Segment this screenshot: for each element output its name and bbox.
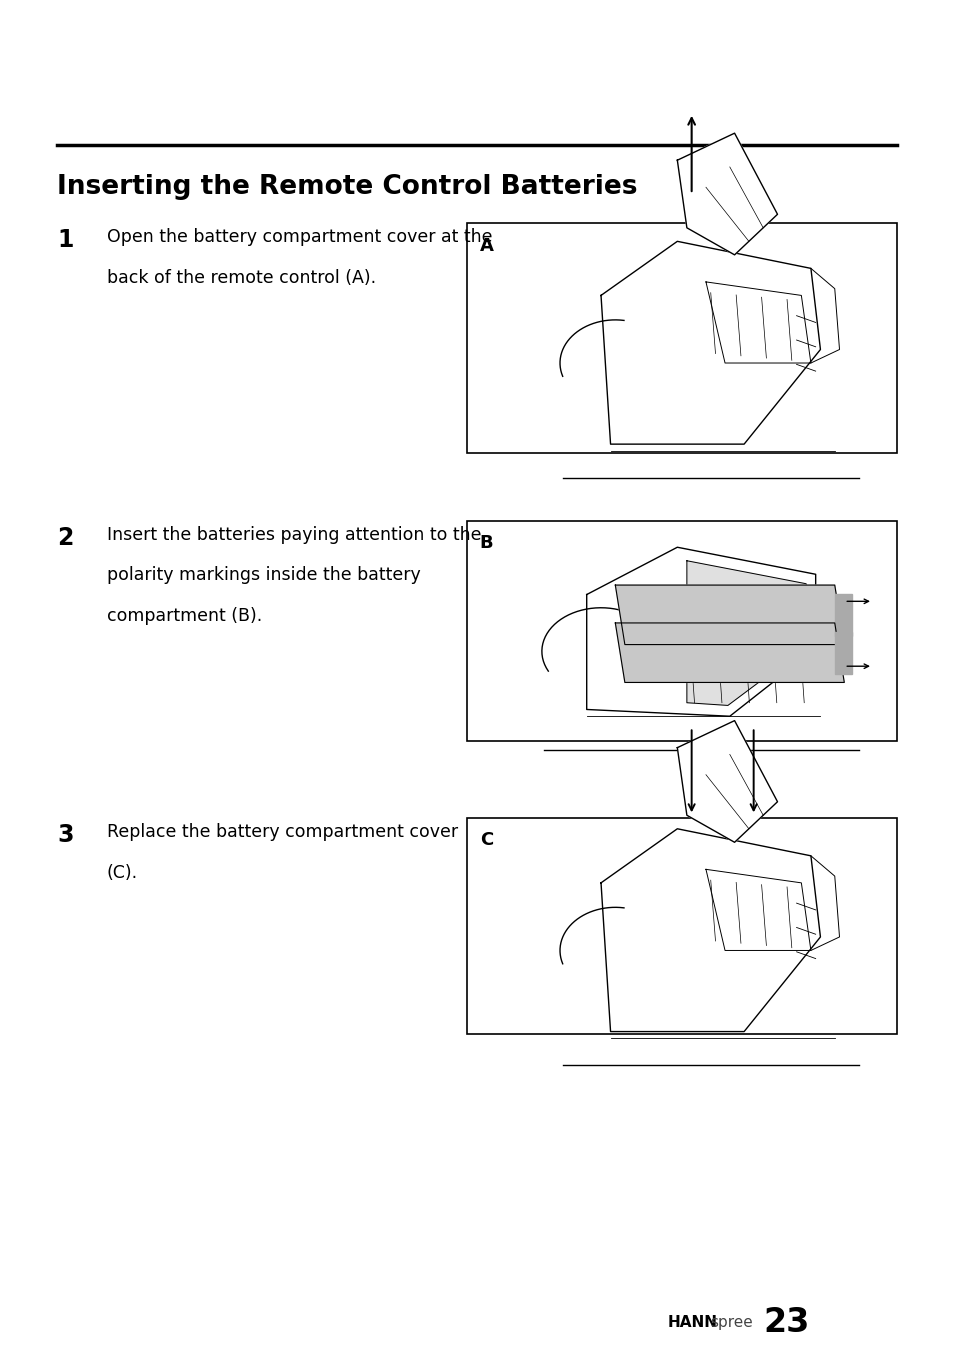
- Text: 3: 3: [57, 823, 73, 848]
- Text: Insert the batteries paying attention to the: Insert the batteries paying attention to…: [107, 526, 481, 544]
- Bar: [467, 223, 896, 453]
- Polygon shape: [834, 631, 851, 673]
- Bar: [467, 818, 896, 1034]
- Text: A: A: [479, 237, 494, 254]
- Polygon shape: [834, 594, 851, 635]
- Text: polarity markings inside the battery: polarity markings inside the battery: [107, 566, 420, 584]
- Polygon shape: [600, 829, 820, 1032]
- Text: B: B: [479, 534, 493, 552]
- Polygon shape: [686, 561, 812, 706]
- Text: 2: 2: [57, 526, 73, 550]
- Polygon shape: [600, 242, 820, 443]
- Polygon shape: [677, 134, 777, 256]
- Text: Replace the battery compartment cover: Replace the battery compartment cover: [107, 823, 457, 841]
- Text: 23: 23: [762, 1306, 809, 1338]
- Text: compartment (B).: compartment (B).: [107, 607, 262, 625]
- Bar: [467, 521, 896, 741]
- Text: spree: spree: [709, 1314, 752, 1330]
- Text: 1: 1: [57, 228, 73, 253]
- Text: C: C: [479, 831, 493, 849]
- Polygon shape: [615, 585, 843, 645]
- Text: Inserting the Remote Control Batteries: Inserting the Remote Control Batteries: [57, 174, 637, 200]
- Polygon shape: [586, 548, 815, 717]
- Polygon shape: [615, 623, 843, 683]
- Text: HANN: HANN: [667, 1314, 717, 1330]
- Text: (C).: (C).: [107, 864, 138, 882]
- Text: back of the remote control (A).: back of the remote control (A).: [107, 269, 375, 287]
- Text: Open the battery compartment cover at the: Open the battery compartment cover at th…: [107, 228, 492, 246]
- Polygon shape: [677, 721, 777, 842]
